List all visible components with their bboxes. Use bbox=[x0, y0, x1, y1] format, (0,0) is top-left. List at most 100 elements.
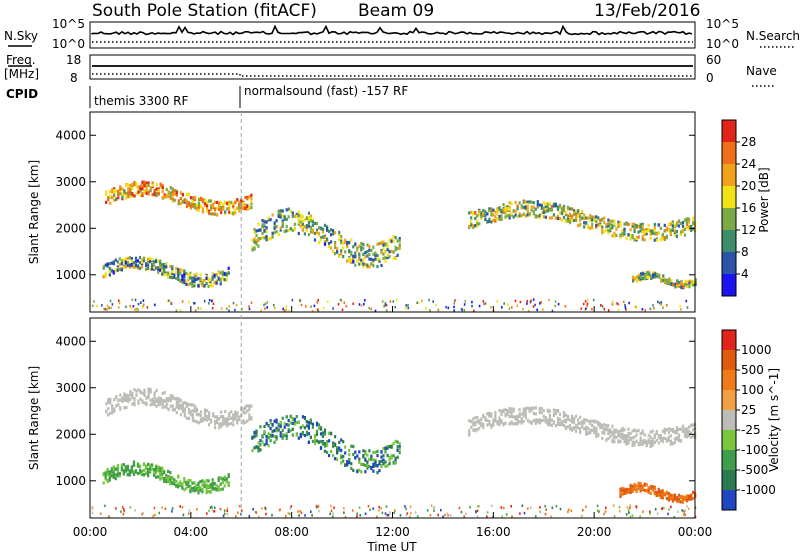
echo-cell bbox=[291, 214, 294, 218]
echo-cell bbox=[315, 228, 319, 232]
echo-cell bbox=[360, 245, 363, 249]
echo-cell bbox=[191, 201, 194, 205]
echo-cell bbox=[526, 299, 529, 303]
echo-cell bbox=[218, 422, 221, 426]
echo-cell bbox=[385, 505, 388, 508]
echo-cell bbox=[128, 256, 131, 260]
echo-cell bbox=[315, 506, 318, 509]
echo-cell bbox=[277, 214, 280, 218]
echo-cell bbox=[313, 441, 317, 446]
echo-cell bbox=[605, 223, 608, 227]
echo-cell bbox=[524, 205, 527, 209]
echo-cell bbox=[633, 487, 636, 491]
echo-cell bbox=[110, 306, 112, 310]
echo-cell bbox=[141, 184, 144, 188]
echo-cell bbox=[197, 306, 200, 310]
echo-cell bbox=[301, 424, 304, 428]
echo-cell bbox=[102, 274, 105, 278]
echo-cell bbox=[201, 209, 205, 214]
echo-cell bbox=[124, 466, 127, 470]
echo-cell bbox=[197, 491, 200, 495]
echo-cell bbox=[311, 514, 313, 517]
echo-cell bbox=[206, 512, 208, 515]
echo-cell bbox=[673, 223, 676, 227]
echo-cell bbox=[183, 275, 186, 279]
echo-cell bbox=[645, 443, 648, 447]
echo-cell bbox=[378, 257, 381, 261]
echo-cell bbox=[597, 216, 600, 220]
echo-cell bbox=[546, 209, 549, 213]
echo-cell bbox=[185, 403, 188, 407]
echo-cell bbox=[546, 207, 549, 211]
echo-cell bbox=[219, 282, 222, 286]
echo-cell bbox=[103, 307, 105, 311]
echo-cell bbox=[118, 263, 121, 267]
echo-cell bbox=[358, 457, 361, 461]
echo-cell bbox=[273, 440, 276, 444]
echo-cell bbox=[265, 238, 268, 242]
echo-cell bbox=[287, 207, 290, 211]
echo-cell bbox=[151, 463, 154, 467]
echo-cell bbox=[372, 264, 375, 268]
echo-cell bbox=[394, 245, 397, 249]
echo-cell bbox=[641, 237, 644, 241]
echo-cell bbox=[217, 271, 220, 275]
echo-cell bbox=[544, 504, 546, 508]
echo-cell bbox=[508, 407, 511, 411]
echo-cell bbox=[670, 279, 673, 283]
echo-cell bbox=[589, 428, 592, 432]
colorbar-swatch bbox=[722, 430, 736, 450]
echo-cell bbox=[564, 420, 568, 424]
echo-cell bbox=[463, 308, 466, 312]
echo-cell bbox=[470, 216, 473, 220]
echo-cell bbox=[222, 202, 225, 207]
echo-cell bbox=[149, 268, 152, 272]
echo-cell bbox=[189, 479, 192, 483]
echo-cell bbox=[165, 187, 168, 192]
echo-cell bbox=[194, 309, 197, 312]
echo-cell bbox=[163, 273, 166, 277]
echo-cell bbox=[191, 279, 194, 283]
echo-cell bbox=[132, 305, 135, 308]
echo-cell bbox=[388, 462, 391, 466]
echo-cell bbox=[496, 300, 499, 303]
echo-cell bbox=[356, 470, 359, 474]
echo-cell bbox=[680, 280, 683, 284]
echo-cell bbox=[637, 486, 640, 491]
echo-cell bbox=[248, 515, 251, 518]
echo-cell bbox=[356, 454, 359, 458]
echo-cell bbox=[478, 426, 481, 430]
echo-cell bbox=[120, 262, 123, 266]
echo-cell bbox=[663, 492, 666, 496]
echo-cell bbox=[253, 227, 256, 232]
echo-cell bbox=[141, 180, 144, 184]
echo-cell bbox=[534, 418, 537, 422]
echo-cell bbox=[692, 222, 695, 226]
echo-cell bbox=[661, 496, 664, 500]
echo-cell bbox=[548, 208, 551, 212]
echo-cell bbox=[214, 208, 217, 212]
echo-cell bbox=[372, 252, 375, 256]
echo-cell bbox=[207, 284, 210, 288]
echo-cell bbox=[191, 196, 194, 200]
echo-cell bbox=[478, 222, 481, 226]
echo-cell bbox=[454, 299, 456, 302]
echo-cell bbox=[305, 224, 308, 228]
echo-cell bbox=[211, 307, 214, 310]
echo-cell bbox=[171, 396, 174, 400]
echo-cell bbox=[492, 219, 495, 223]
echo-cell bbox=[342, 246, 345, 250]
echo-cell bbox=[390, 249, 393, 253]
echo-cell bbox=[211, 508, 213, 511]
echo-cell bbox=[504, 414, 507, 418]
colorbar-tick-label: 16 bbox=[741, 201, 756, 215]
echo-cell bbox=[350, 250, 353, 254]
echo-cell bbox=[291, 298, 294, 302]
echo-cell bbox=[183, 409, 186, 413]
echo-cell bbox=[368, 464, 371, 469]
echo-cell bbox=[131, 402, 134, 406]
echo-cell bbox=[597, 420, 600, 424]
echo-cell bbox=[206, 204, 209, 208]
